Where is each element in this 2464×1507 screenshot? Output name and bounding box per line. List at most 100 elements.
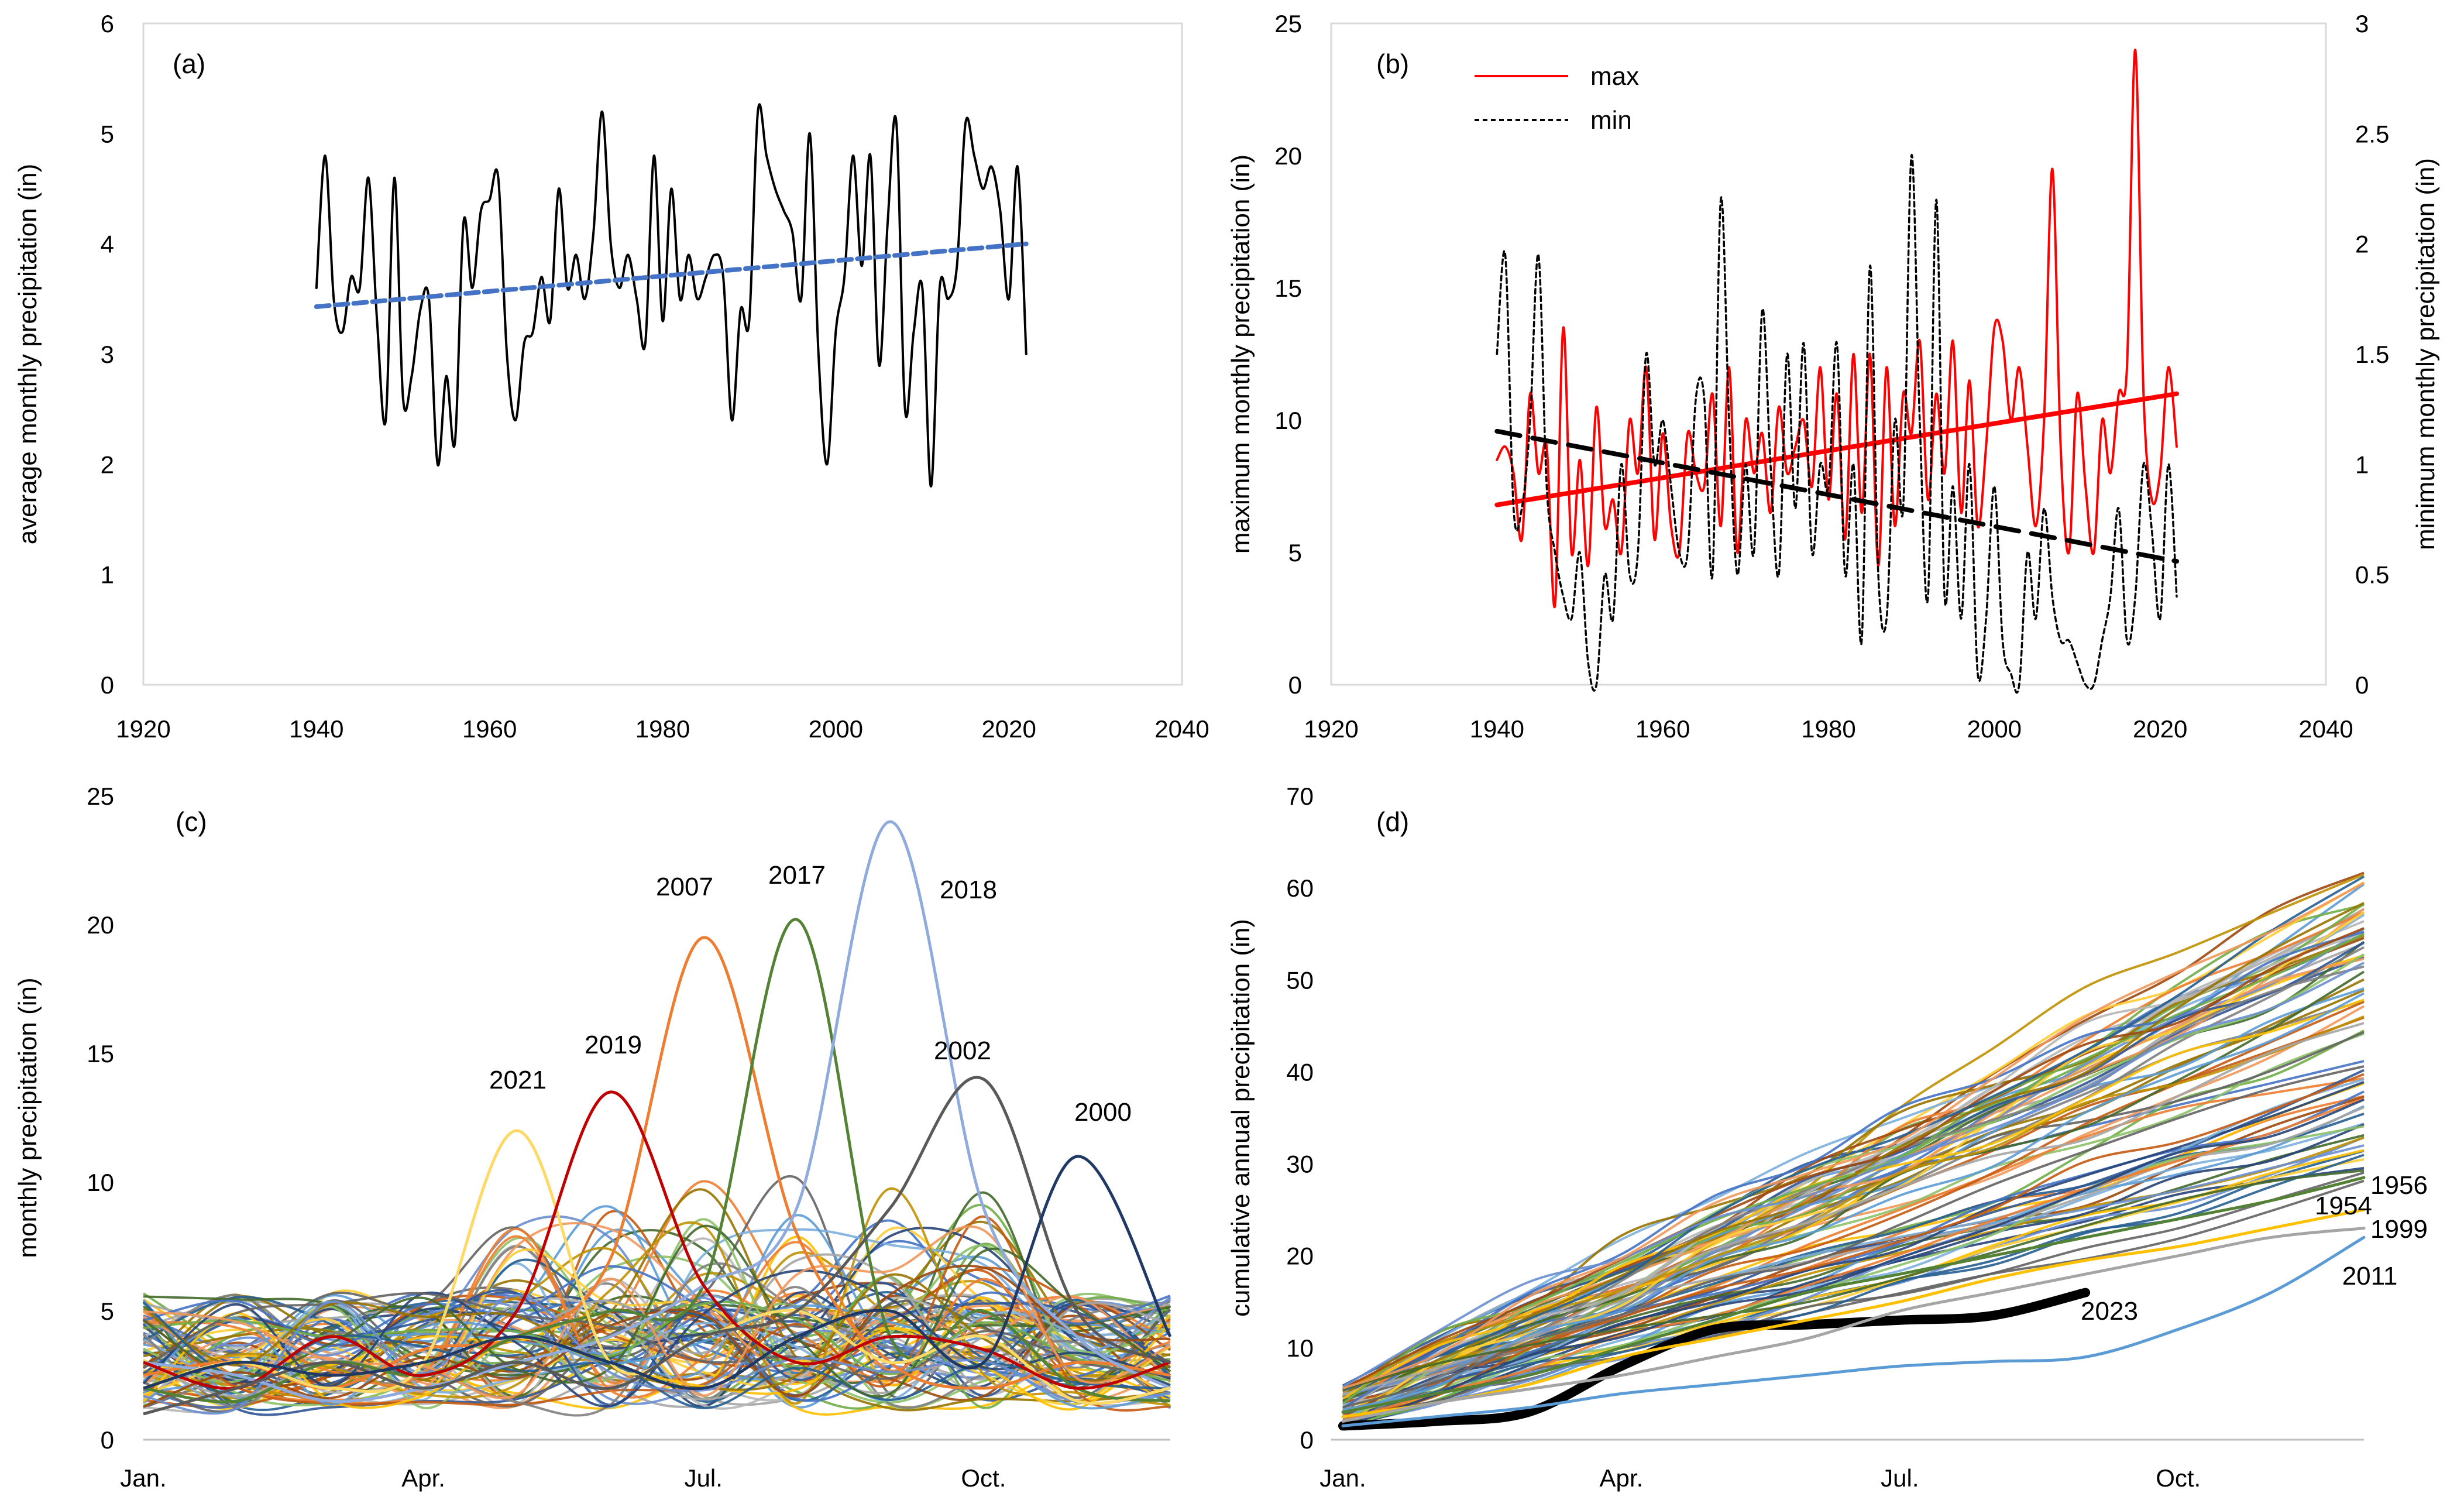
year-curve-2019	[143, 1090, 1171, 1391]
x-tick-label: 2020	[2133, 715, 2187, 743]
x-tick-label: 2000	[809, 715, 863, 743]
panel-a-ylabel: average monthly precipitation (in)	[13, 164, 42, 545]
x-tick-label: 1940	[289, 715, 343, 743]
panel-c-ylabel: monthly precipitation (in)	[13, 977, 42, 1258]
series-line-min	[1496, 154, 2178, 694]
year-curve	[1342, 957, 2365, 1392]
y2-tick-label: 0.5	[2355, 561, 2389, 589]
x-tick-label: 1980	[1801, 715, 1855, 743]
year-curve	[1342, 1090, 2365, 1397]
panel-d-series	[1338, 871, 2366, 1431]
year-curve-2002	[143, 1076, 1171, 1416]
panel-a-y-ticks: 0 1 2 3 4 5 6	[101, 10, 114, 699]
annotation-2007: 2007	[656, 873, 713, 901]
annotation-1999: 1999	[2370, 1215, 2428, 1244]
y-tick-label: 20	[1286, 1242, 1314, 1270]
year-curve	[143, 1228, 1171, 1409]
year-curve	[1342, 987, 2365, 1427]
y-tick-label: 40	[1286, 1058, 1314, 1086]
panel-d-ylabel: cumulative annual precipitation (in)	[1226, 919, 1255, 1317]
panel-d-label: (d)	[1376, 806, 1409, 837]
year-curve	[1342, 953, 2365, 1424]
annotation-2018: 2018	[940, 876, 997, 904]
x-tick-label: Jan.	[120, 1464, 166, 1492]
panel-a-chart: (a) average monthly precipitation (in) 1…	[13, 10, 1209, 743]
x-tick-label: Jul.	[1881, 1464, 1919, 1492]
y-tick-label: 20	[87, 911, 114, 939]
annotation-2000: 2000	[1074, 1098, 1132, 1127]
panel-c-annotations: 2021 2019 2007 2017 2018 2002 2000	[489, 861, 1132, 1127]
year-curve	[1342, 1169, 2365, 1390]
y-tick-label: 15	[1274, 274, 1302, 302]
panel-c-y-ticks: 0 5 10 15 20 25	[87, 782, 114, 1454]
x-tick-label: 2040	[1154, 715, 1209, 743]
x-tick-label: Apr.	[1600, 1464, 1644, 1492]
y-tick-label: 0	[101, 1426, 114, 1454]
y-tick-label: 10	[1286, 1334, 1314, 1362]
year-curve-2011	[1341, 1235, 2366, 1427]
year-curve	[143, 1227, 1171, 1399]
year-curve	[1342, 927, 2365, 1390]
panel-d-y-ticks: 0 10 20 30 40 50 60 70	[1286, 782, 1314, 1454]
year-curve-2007	[143, 936, 1171, 1390]
x-tick-label: Jan.	[1319, 1464, 1366, 1492]
y-tick-label: 1	[101, 561, 114, 589]
year-curve	[143, 1188, 1171, 1412]
year-curve	[143, 1205, 1171, 1395]
year-curve-2017	[143, 918, 1171, 1403]
annotation-2002: 2002	[934, 1036, 991, 1065]
year-curve	[1342, 902, 2365, 1391]
panel-a-plot-area	[142, 22, 1183, 686]
year-curve	[1342, 1022, 2365, 1396]
year-curve	[1342, 1097, 2365, 1422]
y2-tick-label: 0	[2355, 671, 2369, 699]
y-tick-label: 10	[1274, 407, 1302, 434]
x-tick-label: Oct.	[961, 1464, 1006, 1492]
annotation-1956: 1956	[2370, 1171, 2428, 1200]
annotation-1954: 1954	[2315, 1192, 2372, 1220]
y-tick-label: 15	[87, 1040, 114, 1067]
panel-a-series	[314, 103, 1029, 488]
x-tick-label: 2000	[1967, 715, 2022, 743]
year-curve	[1342, 881, 2365, 1390]
year-curve-2018	[143, 820, 1171, 1403]
y2-tick-label: 1.5	[2355, 341, 2389, 368]
panel-b-label: (b)	[1376, 49, 1409, 79]
panel-b-y2label: minimum monthly precipitation (in)	[2411, 158, 2440, 550]
year-curve	[143, 1264, 1171, 1408]
annotation-2017: 2017	[768, 861, 826, 890]
y-tick-label: 0	[1300, 1426, 1314, 1454]
y-tick-label: 0	[101, 671, 114, 699]
x-tick-label: 1920	[116, 715, 170, 743]
legend-max-label: max	[1590, 62, 1639, 91]
year-curve-2021	[143, 1129, 1171, 1405]
panel-d-x-ticks: Jan. Apr. Jul. Oct.	[1319, 1464, 2201, 1492]
year-curve-1954	[1341, 1208, 2366, 1419]
x-tick-label: Jul.	[685, 1464, 723, 1492]
year-curve	[1342, 914, 2365, 1407]
year-curve-2023	[1338, 1288, 2091, 1431]
y-tick-label: 2	[101, 451, 114, 478]
series-line-average	[315, 103, 1027, 488]
panel-a-label: (a)	[173, 49, 205, 79]
x-tick-label: 2040	[2298, 715, 2353, 743]
y-tick-label: 0	[1288, 671, 1302, 699]
panel-b-series	[1494, 49, 2179, 694]
y-tick-label: 50	[1286, 966, 1314, 994]
annotation-2019: 2019	[585, 1031, 642, 1059]
year-curve-1956	[1341, 1176, 2366, 1414]
x-tick-label: 1920	[1304, 715, 1358, 743]
panel-b-y-ticks: 0 5 10 15 20 25	[1274, 10, 1302, 699]
year-curve	[1342, 931, 2365, 1409]
x-tick-label: Oct.	[2156, 1464, 2201, 1492]
year-curve	[1342, 1073, 2365, 1419]
x-tick-label: 1980	[635, 715, 690, 743]
year-curve	[1342, 1123, 2365, 1429]
year-curve	[1342, 962, 2365, 1388]
x-tick-label: 1940	[1470, 715, 1524, 743]
year-curve	[1342, 875, 2365, 1392]
panel-b-x-ticks: 1920 1940 1960 1980 2000 2020 2040	[1304, 715, 2353, 743]
series-line-max-trend	[1494, 391, 2179, 507]
